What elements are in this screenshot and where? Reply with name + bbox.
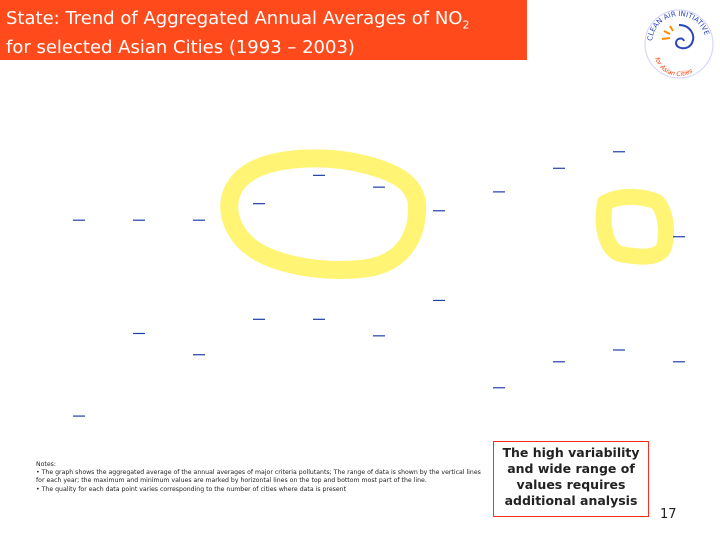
page-number: 17 [660,507,677,522]
notes-line2: • The quality for each data point varies… [36,485,347,493]
callout-text: The high variability and wide range of v… [502,445,640,508]
callout-box: The high variability and wide range of v… [493,441,649,517]
notes: Notes: • The graph shows the aggregated … [36,461,488,494]
clean-air-logo: CLEAN AIR INITIATIVE for Asian Cities [644,9,714,79]
sun-spiral-icon [674,24,695,50]
title-text: State: Trend of Aggregated Annual Averag… [6,8,463,29]
highlight-ellipse-large [220,149,427,279]
slide-title-line1: State: Trend of Aggregated Annual Averag… [6,8,527,37]
title-bar: State: Trend of Aggregated Annual Averag… [0,0,527,60]
highlight-ellipse-small [595,188,674,265]
notes-heading: Notes: [36,461,56,468]
title-subscript: 2 [462,18,470,32]
slide-title-line2: for selected Asian Cities (1993 – 2003) [6,36,355,58]
notes-line1: • The graph shows the aggregated average… [36,469,481,485]
